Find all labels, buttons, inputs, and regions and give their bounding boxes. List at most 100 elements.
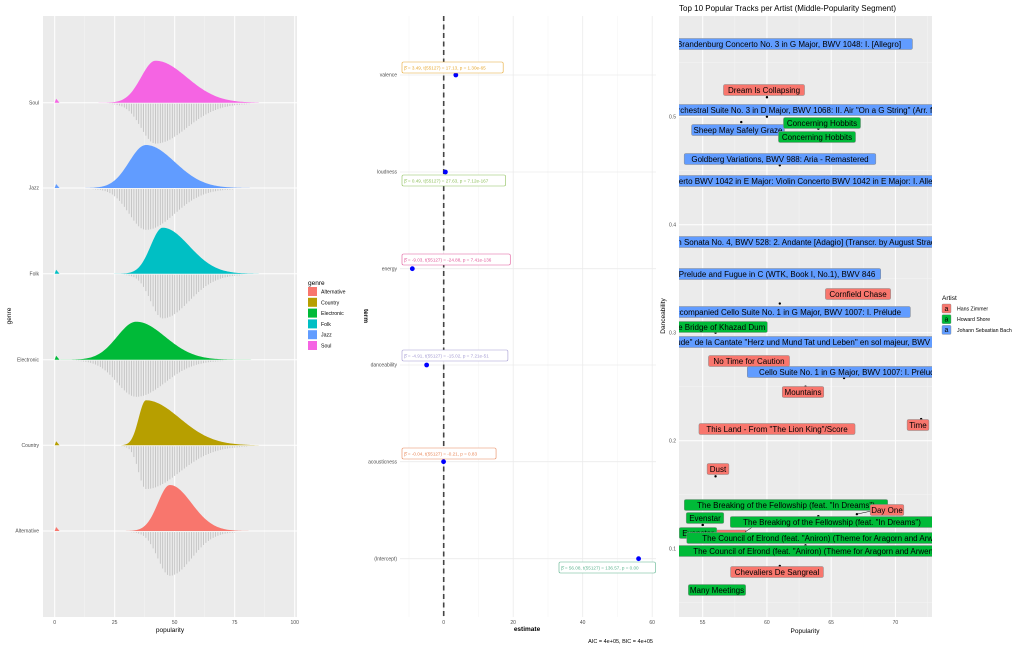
track-label-text: Time — [909, 421, 927, 430]
track-label: rgan Sonata No. 4, BWV 528: 2. Andante [… — [666, 236, 945, 248]
legend-key-howard-shore — [941, 314, 952, 324]
track-point — [740, 120, 743, 124]
legend-key-country — [308, 297, 317, 307]
track-label-text: Goldberg Variations, BWV 988: Aria - Rem… — [691, 155, 868, 164]
track-label-box — [778, 131, 856, 143]
legend-key-glyph: a — [945, 327, 949, 334]
x-tick-label: 65 — [828, 620, 834, 626]
track-label-box — [730, 516, 932, 528]
y-tick-label-alternative: Alternative — [15, 529, 39, 535]
track-label: Day One — [869, 504, 905, 516]
track-label-box — [679, 321, 768, 333]
legend-label: Johann Sebastian Bach — [957, 328, 1012, 334]
x-tick-label: 40 — [580, 620, 586, 626]
x-tick-label: 100 — [291, 620, 300, 626]
density-jazz — [54, 145, 259, 188]
track-label: No Time for Caution — [708, 355, 790, 367]
term-tick-label: danceability — [371, 363, 398, 369]
density-spike-alternative — [54, 527, 60, 531]
density-electronic — [54, 321, 259, 360]
track-label-text: Chevaliers De Sangreal — [735, 568, 820, 577]
density-spike-country — [54, 441, 60, 446]
mid-x-axis-title: estimate — [514, 626, 541, 633]
legend-label: Howard Shore — [957, 317, 990, 323]
track-label: Goldberg Variations, BWV 988: Aria - Rem… — [683, 153, 877, 165]
track-label: Sheep May Safely Graze — [691, 124, 785, 136]
track-label-box — [679, 104, 932, 116]
track-label: The Breaking of the Fellowship (feat. "I… — [730, 516, 932, 528]
track-point — [714, 475, 717, 478]
track-label-text: This Land - From "The Lion King"/Score — [706, 425, 848, 434]
estimate-point — [424, 362, 430, 368]
coef-label-box — [401, 447, 497, 460]
legend-key-jazz — [308, 330, 317, 340]
track-label-text: Sheep May Safely Graze — [694, 126, 783, 135]
x-tick-label: 50 — [172, 620, 178, 626]
track-label: Concerning Hobbits — [778, 131, 856, 143]
track-label-text: rgan Sonata No. 4, BWV 528: 2. Andante [… — [666, 238, 945, 247]
track-label: Freude" de la Cantate "Herz und Mund Tat… — [664, 336, 946, 348]
track-label: Chevaliers De Sangreal — [730, 566, 824, 578]
density-country — [54, 400, 259, 446]
track-label: oncerto BWV 1042 in E Major: Violin Conc… — [679, 175, 932, 187]
track-label: The Council of Elrond (feat. "Aniron) (T… — [679, 545, 932, 557]
legend-key-johann-sebastian-bach — [941, 325, 952, 335]
term-tick-label: acousticness — [368, 459, 397, 465]
track-label-box — [723, 84, 805, 96]
track-label: Orchestral Suite No. 3 in D Major, BWV 1… — [679, 104, 932, 116]
histogram-folk — [123, 274, 243, 319]
legend-key-glyph: a — [945, 317, 949, 324]
coef-label-box — [401, 174, 506, 187]
track-label: Unaccompanied Cello Suite No. 1 in G Maj… — [661, 306, 911, 318]
coef-label-text: β̂ = -4.91, t(55127) = -15.02, p = 7.21e… — [404, 353, 489, 358]
track-label-box — [679, 545, 932, 557]
track-label-box — [679, 306, 911, 318]
track-label-text: The Council of Elrond (feat. "Aniron) (T… — [702, 534, 950, 543]
x-tick-label: 20 — [510, 620, 516, 626]
track-label-text: The Breaking of the Fellowship (feat. "I… — [743, 518, 921, 527]
tracks-scatter-panel: Top 10 Popular Tracks per Artist (Middle… — [660, 4, 1012, 635]
left-x-axis-title: popularity — [156, 627, 185, 634]
y-tick-label-soul: Soul — [29, 100, 39, 106]
histogram-alternative — [131, 532, 236, 576]
genre-legend: genre Alternative Country Electronic Folk Ja… — [308, 280, 346, 350]
track-label-box — [706, 463, 730, 475]
legend-key-electronic — [308, 308, 317, 318]
track-label: Cello Suite No. 1 in G Major, BWV 1007: … — [747, 366, 932, 378]
x-tick-label: 75 — [232, 620, 238, 626]
track-label: Evenstar — [685, 512, 725, 524]
density-spike-electronic — [54, 355, 60, 360]
term-tick-label: loudness — [377, 170, 398, 176]
track-label-text: Dream Is Collapsing — [728, 86, 800, 95]
track-label-text: Unaccompanied Cello Suite No. 1 in G Maj… — [661, 308, 902, 317]
track-label: Brandenburg Concerto No. 3 in G Major, B… — [679, 38, 913, 50]
legend-label-electronic: Electronic — [321, 311, 344, 317]
legend-label-folk: Folk — [321, 322, 331, 328]
track-label-text: Freude" de la Cantate "Herz und Mund Tat… — [664, 338, 946, 347]
coef-label-text: β̂ = 3.49, t(55127) = 17.13, p = 1.30e-6… — [404, 65, 486, 70]
track-label-box — [679, 336, 932, 348]
estimate-point — [441, 459, 446, 465]
y-tick-label: 0.2 — [669, 438, 676, 444]
histogram-country — [121, 446, 248, 490]
left-y-axis-title: genre — [6, 307, 13, 324]
y-tick-label-folk: Folk — [30, 271, 40, 277]
track-label: Cornfield Chase — [825, 288, 891, 300]
legend-key-hans-zimmer — [941, 303, 952, 314]
term-tick-label: valence — [380, 73, 397, 79]
track-label-box — [685, 512, 725, 524]
coef-label-box — [401, 349, 509, 362]
y-tick-label: 0.3 — [669, 330, 676, 336]
density-spike-jazz — [54, 184, 60, 188]
track-label-box — [679, 175, 932, 187]
track-label-text: Dust — [710, 465, 727, 474]
track-label-box — [691, 124, 785, 136]
track-label: Concerning Hobbits — [783, 117, 861, 129]
legend-key-soul — [308, 341, 317, 350]
track-label-box — [679, 38, 913, 50]
coefficient-panel: 0 20 40 60 valence β̂ = 3.49, t(55127) = 17.… — [362, 16, 656, 645]
track-label: The Bridge of Khazad Dum — [679, 321, 768, 333]
legend-label-soul: Soul — [321, 344, 331, 350]
legend-label-alternative: Alternative — [321, 290, 346, 296]
y-tick-label: 0.1 — [669, 546, 676, 552]
